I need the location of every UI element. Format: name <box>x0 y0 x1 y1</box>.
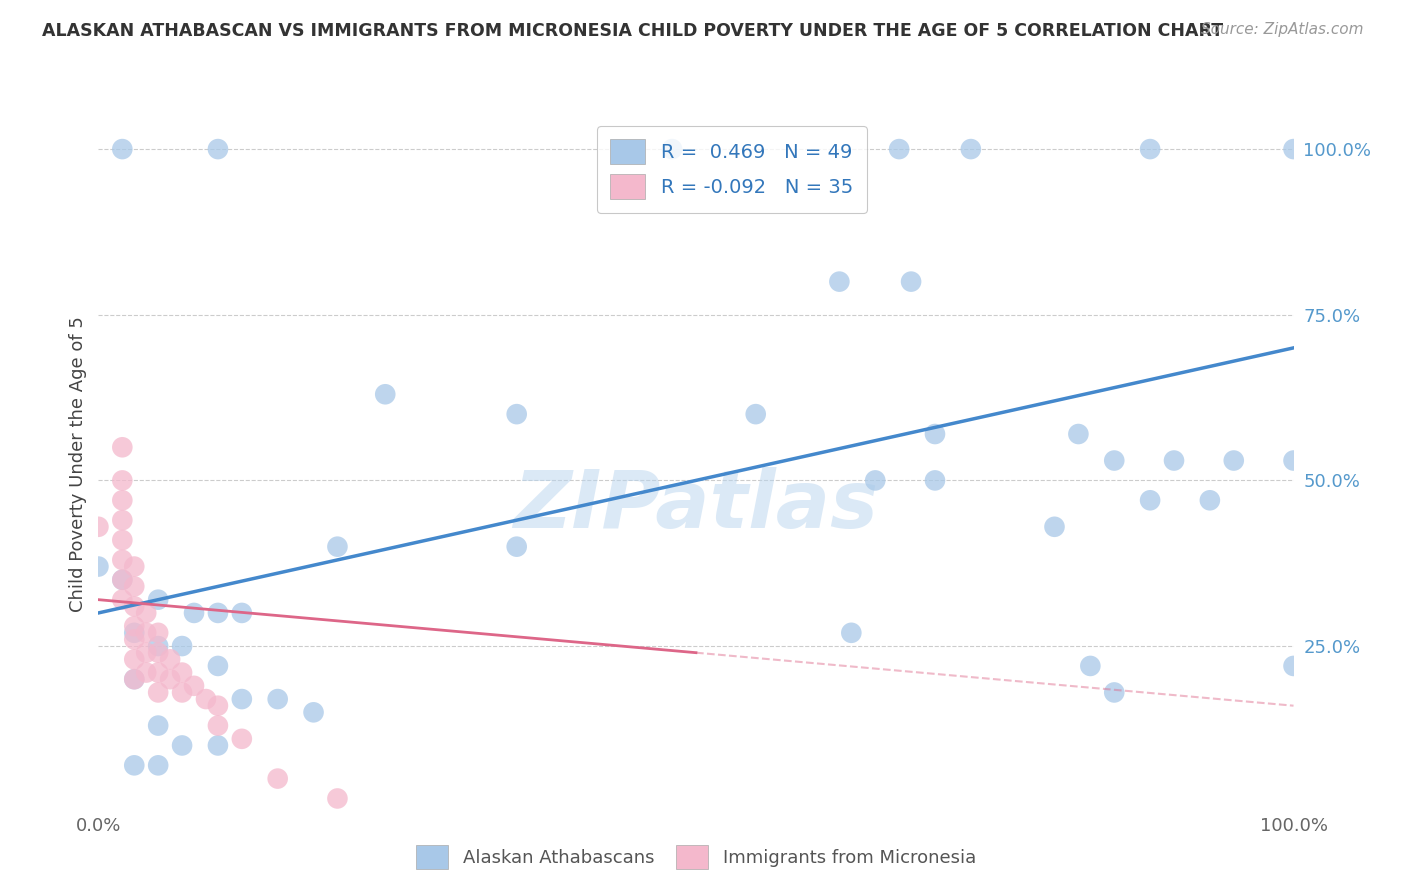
Point <box>661 142 683 156</box>
Point <box>148 639 170 653</box>
Point <box>207 659 229 673</box>
Point <box>172 685 194 699</box>
Point <box>1139 493 1161 508</box>
Point <box>124 758 146 772</box>
Point <box>148 685 170 699</box>
Point <box>924 474 946 488</box>
Point <box>745 407 768 421</box>
Point <box>924 427 946 442</box>
Point <box>159 652 181 666</box>
Point <box>1043 520 1066 534</box>
Point <box>1067 427 1090 442</box>
Point <box>135 625 157 640</box>
Point <box>111 493 134 508</box>
Point <box>124 599 146 614</box>
Point <box>267 772 290 786</box>
Point <box>111 592 134 607</box>
Point <box>135 606 157 620</box>
Point <box>231 606 253 620</box>
Point <box>172 639 194 653</box>
Point <box>231 731 253 746</box>
Point <box>207 718 229 732</box>
Point <box>841 625 863 640</box>
Point <box>148 625 170 640</box>
Point <box>148 758 170 772</box>
Point <box>124 672 146 686</box>
Point <box>135 646 157 660</box>
Point <box>111 573 134 587</box>
Point <box>1102 685 1125 699</box>
Point <box>183 679 205 693</box>
Point <box>207 739 229 753</box>
Point <box>124 652 146 666</box>
Point <box>1282 659 1305 673</box>
Text: ALASKAN ATHABASCAN VS IMMIGRANTS FROM MICRONESIA CHILD POVERTY UNDER THE AGE OF : ALASKAN ATHABASCAN VS IMMIGRANTS FROM MI… <box>42 22 1223 40</box>
Point <box>326 791 349 805</box>
Point <box>111 474 134 488</box>
Point <box>207 606 229 620</box>
Point <box>194 692 218 706</box>
Point <box>124 632 146 647</box>
Point <box>87 559 110 574</box>
Point <box>124 672 146 686</box>
Point <box>1139 142 1161 156</box>
Point <box>863 474 887 488</box>
Point <box>111 440 134 454</box>
Point <box>1282 453 1305 467</box>
Text: ZIPatlas: ZIPatlas <box>513 467 879 545</box>
Point <box>207 142 229 156</box>
Point <box>111 553 134 567</box>
Point <box>828 275 851 289</box>
Point <box>183 606 205 620</box>
Point <box>374 387 396 401</box>
Point <box>124 559 146 574</box>
Point <box>124 625 146 640</box>
Point <box>889 142 911 156</box>
Point <box>172 739 194 753</box>
Point <box>111 533 134 547</box>
Point <box>148 665 170 680</box>
Point <box>506 407 529 421</box>
Point <box>135 665 157 680</box>
Point <box>231 692 253 706</box>
Point <box>1222 453 1246 467</box>
Point <box>1102 453 1125 467</box>
Point <box>207 698 229 713</box>
Point <box>148 646 170 660</box>
Point <box>159 672 181 686</box>
Point <box>1163 453 1185 467</box>
Point <box>124 619 146 633</box>
Point <box>267 692 290 706</box>
Point <box>506 540 529 554</box>
Point <box>111 573 134 587</box>
Point <box>148 718 170 732</box>
Point <box>302 706 325 720</box>
Y-axis label: Child Poverty Under the Age of 5: Child Poverty Under the Age of 5 <box>69 316 87 612</box>
Point <box>172 665 194 680</box>
Text: Source: ZipAtlas.com: Source: ZipAtlas.com <box>1201 22 1364 37</box>
Point <box>111 142 134 156</box>
Point <box>148 592 170 607</box>
Point <box>326 540 349 554</box>
Point <box>124 579 146 593</box>
Point <box>1198 493 1220 508</box>
Point <box>111 513 134 527</box>
Point <box>959 142 981 156</box>
Legend: Alaskan Athabascans, Immigrants from Micronesia: Alaskan Athabascans, Immigrants from Mic… <box>409 838 983 876</box>
Point <box>900 275 922 289</box>
Point <box>1282 142 1305 156</box>
Point <box>1080 659 1102 673</box>
Point <box>87 520 110 534</box>
